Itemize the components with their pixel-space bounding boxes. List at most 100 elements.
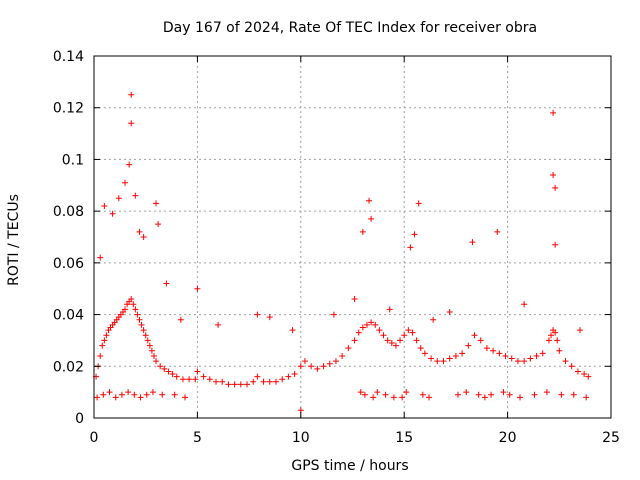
data-point xyxy=(368,215,375,222)
data-point xyxy=(266,378,273,385)
x-axis-label: GPS time / hours xyxy=(291,458,408,474)
y-tick-labels: 0 0.02 0.04 0.06 0.08 0.1 0.12 0.14 xyxy=(53,49,84,427)
data-point xyxy=(552,329,559,336)
data-point xyxy=(301,358,308,365)
data-point xyxy=(382,391,389,398)
data-point xyxy=(161,365,168,372)
data-point xyxy=(539,350,546,357)
data-point xyxy=(173,373,180,380)
data-point xyxy=(130,301,137,308)
data-point xyxy=(136,228,143,235)
y-tick-label: 0.04 xyxy=(53,308,84,324)
data-point xyxy=(250,378,257,385)
data-point xyxy=(361,391,368,398)
data-point xyxy=(363,321,370,328)
data-points xyxy=(93,91,592,414)
data-point xyxy=(137,394,144,401)
plot-frame xyxy=(93,55,612,419)
data-point xyxy=(562,358,569,365)
data-point xyxy=(384,337,391,344)
data-point xyxy=(140,327,147,334)
y-axis-label: ROTI / TECUs xyxy=(6,194,22,286)
data-point xyxy=(550,109,557,116)
data-point xyxy=(150,352,157,359)
x-tick-labels: 0 5 10 15 20 25 xyxy=(90,430,620,446)
data-point xyxy=(397,337,404,344)
data-point xyxy=(244,381,251,388)
data-point xyxy=(568,363,575,370)
data-point xyxy=(332,358,339,365)
x-tick-label: 5 xyxy=(193,430,202,446)
data-point xyxy=(531,391,538,398)
x-tick-label: 25 xyxy=(602,430,620,446)
data-point xyxy=(163,280,170,287)
data-point xyxy=(159,391,166,398)
data-point xyxy=(469,239,476,246)
data-point xyxy=(320,363,327,370)
data-point xyxy=(143,391,150,398)
data-point xyxy=(477,337,484,344)
data-point xyxy=(106,389,113,396)
data-point xyxy=(308,363,315,370)
data-point xyxy=(101,202,108,209)
data-point xyxy=(200,373,207,380)
data-point xyxy=(131,391,138,398)
data-point xyxy=(581,371,588,378)
data-point xyxy=(419,391,426,398)
data-point xyxy=(558,391,565,398)
data-point xyxy=(351,337,358,344)
data-point xyxy=(440,358,447,365)
data-point xyxy=(554,337,561,344)
data-point xyxy=(417,345,424,352)
data-point xyxy=(454,391,461,398)
data-point xyxy=(502,352,509,359)
data-point xyxy=(146,342,153,349)
data-point xyxy=(181,394,188,401)
data-point xyxy=(351,296,358,303)
data-point xyxy=(488,391,495,398)
data-point xyxy=(285,373,292,380)
data-point xyxy=(533,352,540,359)
data-point xyxy=(97,254,104,261)
x-tick-label: 15 xyxy=(395,430,413,446)
data-point xyxy=(165,368,172,375)
data-point xyxy=(297,363,304,370)
data-point xyxy=(140,234,147,240)
data-point xyxy=(475,391,482,398)
data-point xyxy=(434,358,441,365)
data-point xyxy=(527,355,534,362)
data-point xyxy=(128,91,135,98)
data-point xyxy=(155,221,162,228)
data-point xyxy=(122,179,129,186)
data-point xyxy=(266,314,273,321)
data-point xyxy=(254,373,261,380)
data-point xyxy=(399,394,406,401)
data-point xyxy=(122,306,129,313)
data-point xyxy=(115,195,122,202)
data-point xyxy=(99,342,106,349)
data-point xyxy=(291,371,298,378)
y-tick-label: 0.02 xyxy=(53,359,84,375)
data-point xyxy=(415,200,422,207)
data-point xyxy=(556,347,563,354)
data-point xyxy=(148,347,155,354)
data-point xyxy=(574,368,581,375)
data-point xyxy=(289,327,296,334)
data-point xyxy=(128,296,135,303)
data-point xyxy=(366,197,373,204)
data-point xyxy=(376,327,383,334)
data-point xyxy=(465,342,472,349)
data-point xyxy=(430,316,437,323)
data-point xyxy=(411,231,418,238)
data-point xyxy=(153,358,160,365)
data-point xyxy=(355,329,362,336)
data-point xyxy=(463,389,470,396)
data-point xyxy=(471,332,478,339)
data-point xyxy=(97,352,104,359)
data-point xyxy=(186,376,193,383)
data-point xyxy=(426,394,433,401)
data-point xyxy=(260,378,267,385)
data-point xyxy=(138,321,145,328)
data-point xyxy=(279,376,286,383)
